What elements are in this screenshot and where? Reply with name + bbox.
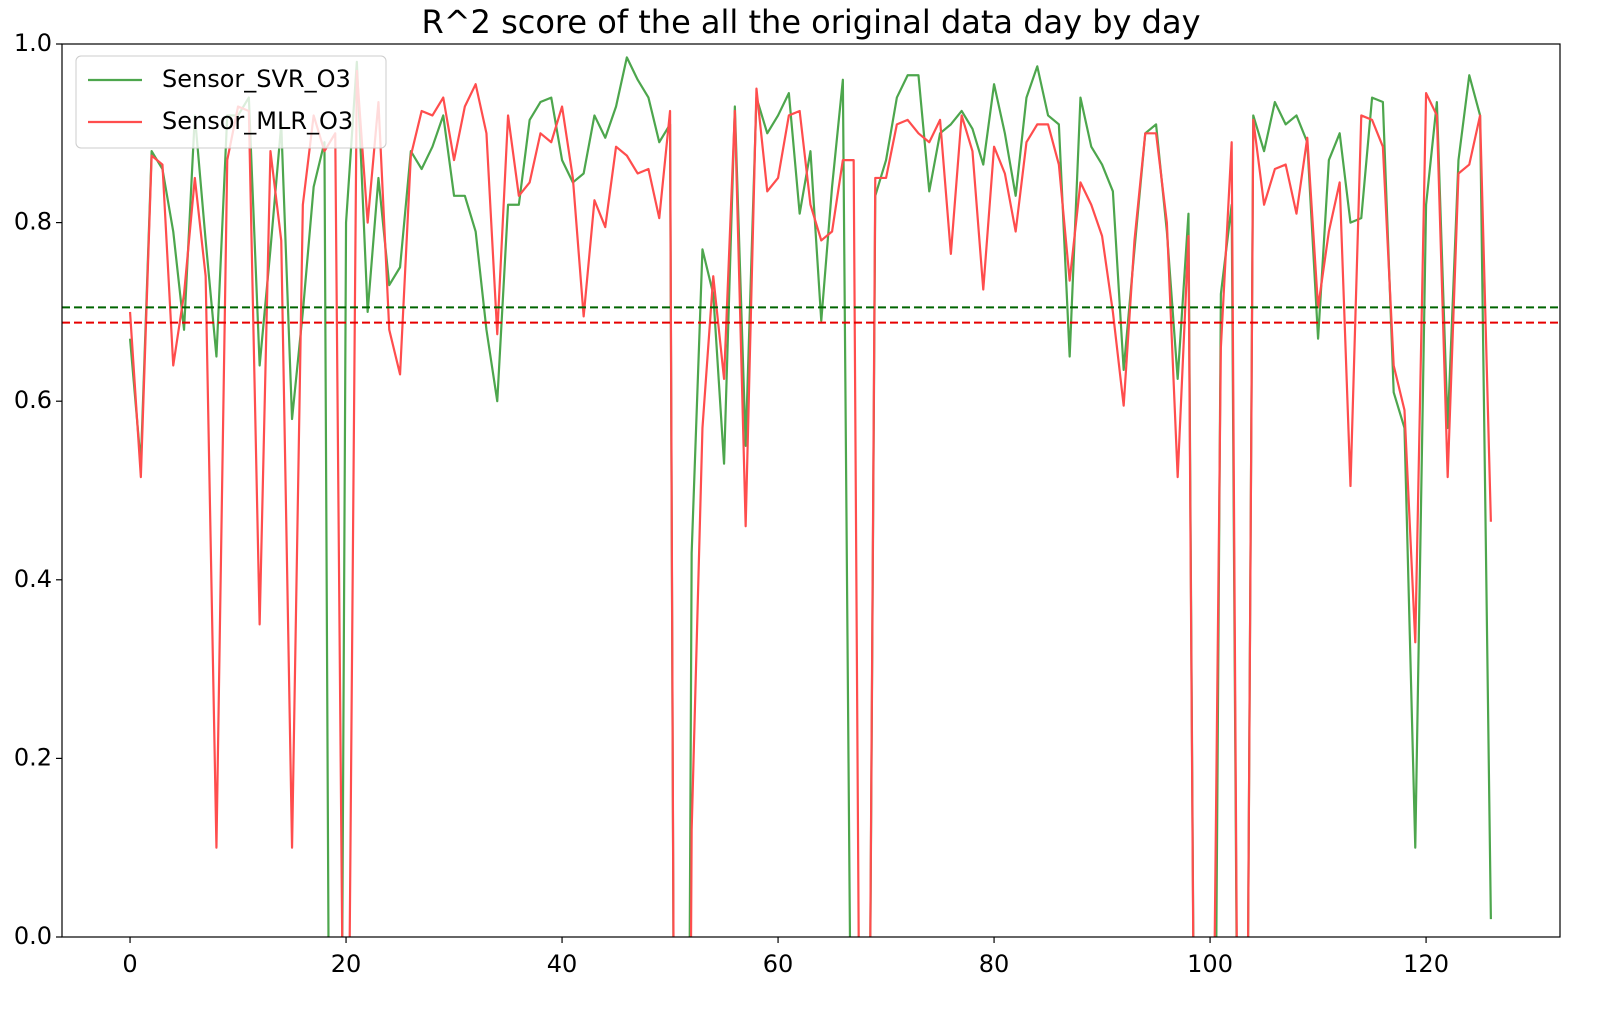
x-tick-label: 80 [979, 950, 1010, 978]
x-tick-label: 40 [547, 950, 578, 978]
x-tick-label: 0 [122, 950, 137, 978]
y-tick-label: 0.2 [14, 743, 52, 771]
x-tick-label: 120 [1403, 950, 1449, 978]
x-tick-label: 20 [331, 950, 362, 978]
chart-title: R^2 score of the all the original data d… [421, 3, 1200, 41]
y-tick-label: 0.8 [14, 208, 52, 236]
y-tick-label: 1.0 [14, 29, 52, 57]
series-line [128, 69, 1492, 937]
axes-frame [61, 43, 1561, 938]
y-tick-label: 0.0 [14, 922, 52, 950]
plot-area [62, 56, 1560, 937]
legend-label: Sensor_SVR_O3 [162, 65, 351, 93]
x-tick-label: 60 [763, 950, 794, 978]
x-tick-label: 100 [1187, 950, 1233, 978]
legend-label: Sensor_MLR_O3 [162, 107, 353, 135]
legend-box [75, 55, 387, 149]
y-tick-label: 0.4 [14, 565, 52, 593]
y-tick-label: 0.6 [14, 386, 52, 414]
